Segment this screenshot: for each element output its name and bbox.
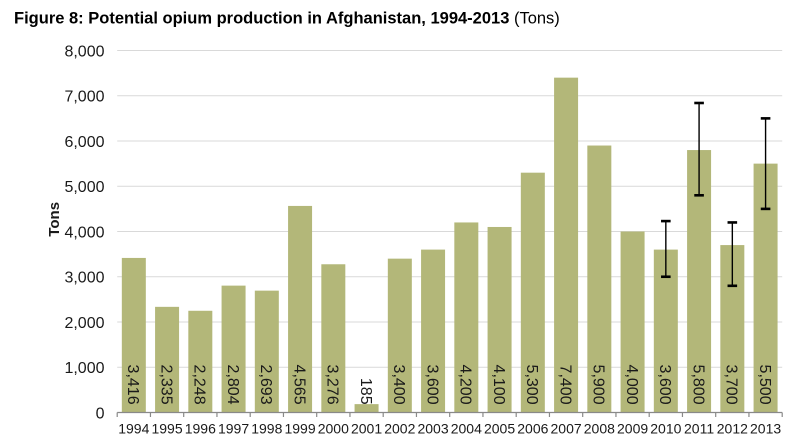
svg-text:2,804: 2,804	[224, 365, 241, 405]
svg-text:2006: 2006	[517, 421, 548, 437]
svg-text:4,565: 4,565	[290, 365, 307, 405]
svg-text:1996: 1996	[185, 421, 216, 437]
svg-text:2010: 2010	[650, 421, 681, 437]
svg-text:5,000: 5,000	[64, 179, 104, 196]
svg-text:1995: 1995	[151, 421, 182, 437]
svg-text:2008: 2008	[584, 421, 615, 437]
svg-text:5,800: 5,800	[689, 365, 706, 405]
svg-text:3,000: 3,000	[64, 270, 104, 287]
svg-text:2007: 2007	[551, 421, 582, 437]
svg-text:2002: 2002	[384, 421, 415, 437]
svg-text:2005: 2005	[484, 421, 515, 437]
svg-text:6,000: 6,000	[64, 134, 104, 151]
svg-text:4,100: 4,100	[490, 365, 507, 405]
svg-text:4,200: 4,200	[457, 365, 474, 405]
svg-text:3,600: 3,600	[423, 365, 440, 405]
svg-text:2003: 2003	[417, 421, 448, 437]
svg-text:1994: 1994	[118, 421, 149, 437]
svg-text:2,000: 2,000	[64, 315, 104, 332]
svg-text:Tons: Tons	[46, 202, 63, 237]
svg-text:2001: 2001	[351, 421, 382, 437]
svg-text:5,300: 5,300	[523, 365, 540, 405]
svg-text:5,500: 5,500	[756, 365, 773, 405]
svg-text:2011: 2011	[684, 421, 714, 437]
svg-text:5,900: 5,900	[590, 365, 607, 405]
svg-text:2012: 2012	[717, 421, 748, 437]
svg-text:7,400: 7,400	[556, 365, 573, 405]
svg-text:3,416: 3,416	[124, 365, 141, 405]
svg-text:1998: 1998	[251, 421, 282, 437]
svg-text:1999: 1999	[284, 421, 315, 437]
svg-text:7,000: 7,000	[64, 89, 104, 106]
svg-text:0: 0	[96, 405, 105, 422]
svg-text:2,248: 2,248	[191, 365, 208, 405]
svg-text:3,700: 3,700	[723, 365, 740, 405]
svg-text:2,693: 2,693	[257, 365, 274, 405]
svg-text:2004: 2004	[451, 421, 482, 437]
svg-text:3,400: 3,400	[390, 365, 407, 405]
svg-text:2000: 2000	[318, 421, 349, 437]
svg-text:8,000: 8,000	[64, 43, 104, 60]
svg-text:185: 185	[357, 378, 374, 405]
svg-text:2009: 2009	[617, 421, 648, 437]
svg-text:Figure 8: Potential opium prod: Figure 8: Potential opium production in …	[14, 10, 560, 28]
svg-text:1997: 1997	[218, 421, 249, 437]
svg-text:4,000: 4,000	[64, 224, 104, 241]
svg-text:1,000: 1,000	[64, 360, 104, 377]
svg-text:2013: 2013	[750, 421, 781, 437]
svg-text:2,335: 2,335	[157, 365, 174, 405]
svg-text:3,600: 3,600	[656, 365, 673, 405]
svg-text:4,000: 4,000	[623, 365, 640, 405]
svg-text:3,276: 3,276	[324, 365, 341, 405]
